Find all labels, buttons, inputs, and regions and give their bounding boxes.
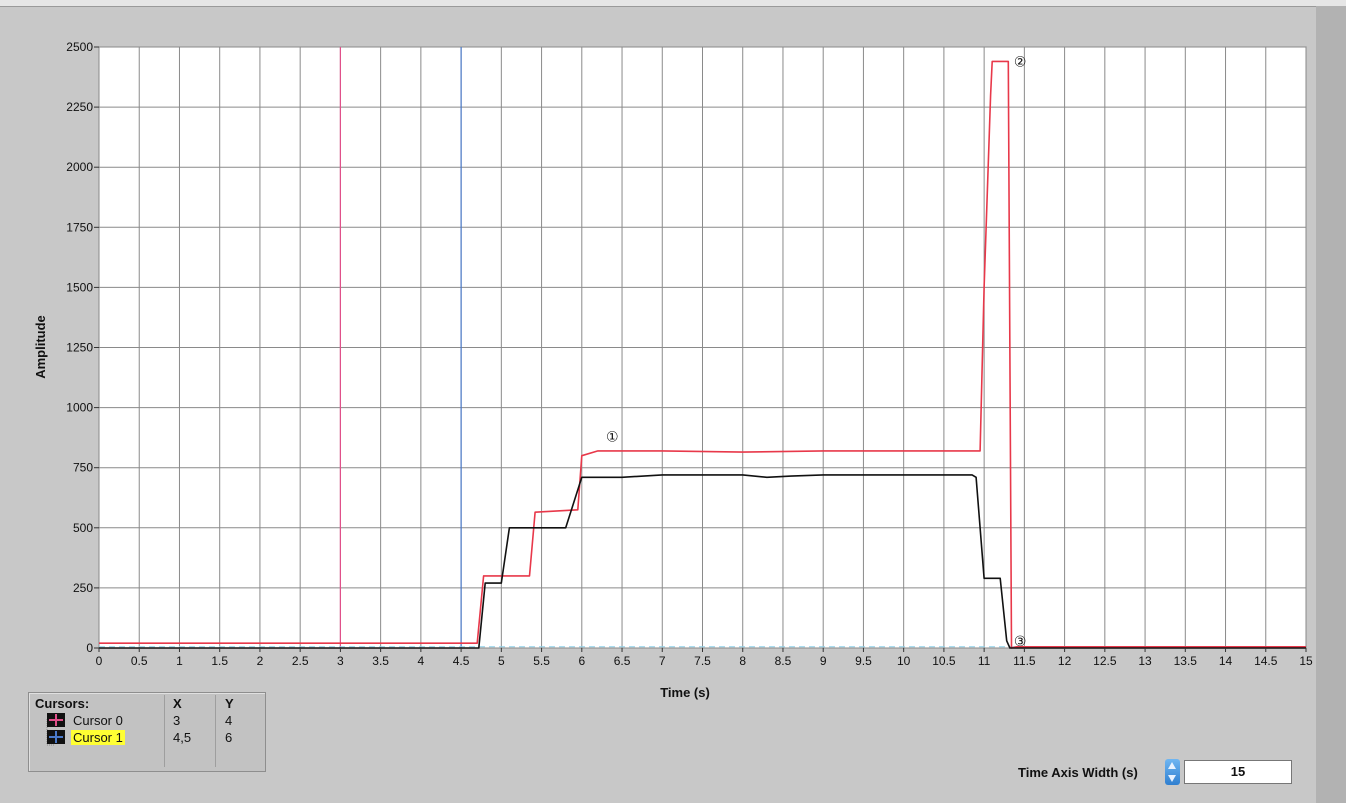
x-tick-label: 9.5 bbox=[855, 654, 872, 668]
annotation-1: ① bbox=[606, 429, 619, 445]
y-tick-label: 750 bbox=[73, 461, 93, 475]
cursor-1-name[interactable]: Cursor 1 bbox=[71, 730, 125, 745]
time-axis-width-stepper[interactable] bbox=[1165, 759, 1180, 785]
x-axis-ticks: 0 0.5 1 1.5 2 2.5 3 3.5 4 4.5 5 5.5 6 6.5 7 7.5 8 8.5 9 9.5… bbox=[96, 648, 1313, 668]
x-tick-label: 4.5 bbox=[453, 654, 470, 668]
x-tick-label: 5 bbox=[498, 654, 505, 668]
cursor-0-name[interactable]: Cursor 0 bbox=[73, 713, 123, 728]
title-strip bbox=[0, 0, 1346, 7]
cursor-col-x: X bbox=[173, 696, 182, 711]
x-tick-label: 6.5 bbox=[614, 654, 631, 668]
x-tick-label: 10 bbox=[897, 654, 911, 668]
y-tick-label: 2500 bbox=[66, 40, 93, 54]
x-tick-label: 11 bbox=[978, 654, 991, 668]
x-tick-label: 12 bbox=[1058, 654, 1072, 668]
x-tick-label: 3 bbox=[337, 654, 344, 668]
y-tick-label: 250 bbox=[73, 581, 93, 595]
x-tick-label: 2.5 bbox=[292, 654, 309, 668]
x-tick-label: 14 bbox=[1219, 654, 1233, 668]
y-tick-label: 2000 bbox=[66, 160, 93, 174]
y-tick-label: 1500 bbox=[66, 280, 93, 294]
x-tick-label: 13.5 bbox=[1174, 654, 1198, 668]
x-tick-label: 3.5 bbox=[372, 654, 389, 668]
x-tick-label: 14.5 bbox=[1254, 654, 1278, 668]
y-tick-label: 0 bbox=[86, 641, 93, 655]
annotation-2: ② bbox=[1014, 54, 1027, 70]
x-tick-label: 6 bbox=[578, 654, 585, 668]
time-axis-width-label: Time Axis Width (s) bbox=[1018, 765, 1138, 780]
x-tick-label: 7 bbox=[659, 654, 666, 668]
series-1-line bbox=[99, 474, 1306, 649]
y-tick-label: 1250 bbox=[66, 341, 93, 355]
panel-scroll-edge bbox=[1316, 6, 1346, 803]
cursor-0-icon[interactable] bbox=[47, 713, 65, 727]
x-tick-label: 2 bbox=[257, 654, 264, 668]
y-tick-label: 1750 bbox=[66, 220, 93, 234]
x-tick-label: 8 bbox=[739, 654, 746, 668]
x-tick-label: 9 bbox=[820, 654, 827, 668]
grid-lines bbox=[98, 46, 1307, 649]
cursor-legend-header: Cursors: bbox=[35, 696, 90, 711]
x-tick-label: 7.5 bbox=[694, 654, 711, 668]
x-tick-label: 11.5 bbox=[1013, 654, 1036, 668]
cursor-legend: Cursors: X Y Cursor 0 3 4 Cursor 1 4,5 6 bbox=[28, 692, 266, 772]
increment-arrow-icon[interactable] bbox=[1168, 762, 1176, 769]
time-axis-width-input[interactable]: 15 bbox=[1184, 760, 1292, 784]
x-tick-label: 1 bbox=[176, 654, 183, 668]
x-tick-label: 5.5 bbox=[533, 654, 550, 668]
series-lines bbox=[99, 60, 1306, 649]
cursor-0-y[interactable]: 4 bbox=[225, 713, 233, 728]
cursor-1-y[interactable]: 6 bbox=[225, 730, 233, 745]
cursor-1-x[interactable]: 4,5 bbox=[173, 730, 192, 745]
y-axis-title: Amplitude bbox=[33, 315, 48, 379]
x-axis-title: Time (s) bbox=[660, 685, 710, 700]
x-tick-label: 4 bbox=[418, 654, 425, 668]
x-tick-label: 12.5 bbox=[1093, 654, 1117, 668]
x-tick-label: 10.5 bbox=[932, 654, 956, 668]
x-tick-label: 15 bbox=[1299, 654, 1313, 668]
y-tick-label: 500 bbox=[73, 521, 93, 535]
series-0-line bbox=[99, 60, 1306, 649]
cursor-0-x[interactable]: 3 bbox=[173, 713, 181, 728]
cursor-col-y: Y bbox=[225, 696, 234, 711]
x-tick-label: 0.5 bbox=[131, 654, 148, 668]
cursor-col-divider bbox=[164, 695, 165, 767]
annotations: ① ② ③ bbox=[606, 54, 1027, 649]
decrement-arrow-icon[interactable] bbox=[1168, 775, 1176, 782]
x-tick-label: 0 bbox=[96, 654, 103, 668]
y-axis-ticks: 0 250 500 750 1000 1250 1500 1750 2000 2250 2500 bbox=[66, 40, 99, 655]
cursor-col-divider bbox=[215, 695, 216, 767]
y-tick-label: 2250 bbox=[66, 100, 93, 114]
annotation-3: ③ bbox=[1014, 634, 1027, 650]
x-tick-label: 8.5 bbox=[775, 654, 792, 668]
x-tick-label: 13 bbox=[1138, 654, 1152, 668]
x-tick-label: 1.5 bbox=[211, 654, 228, 668]
y-tick-label: 1000 bbox=[66, 401, 93, 415]
cursor-1-icon[interactable] bbox=[47, 730, 65, 744]
